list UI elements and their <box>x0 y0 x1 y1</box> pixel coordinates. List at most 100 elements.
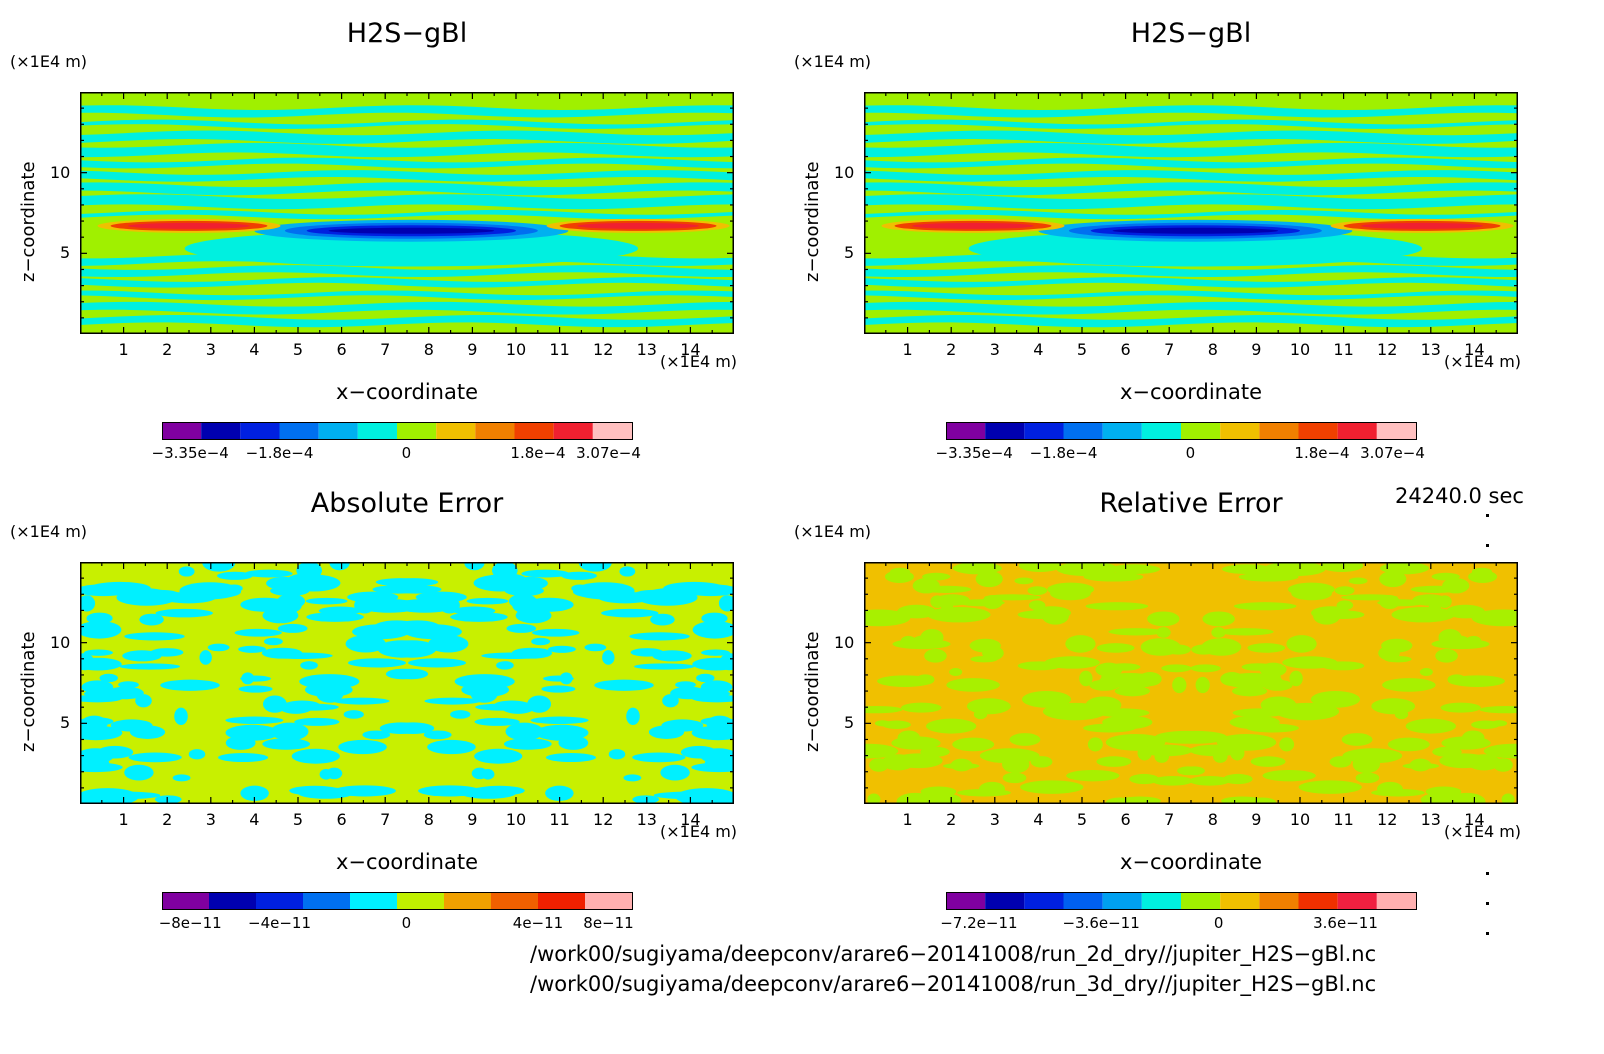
error-blob <box>1310 690 1361 708</box>
x-tick-label: 12 <box>1377 810 1398 829</box>
error-blob <box>952 737 995 752</box>
x-tick-label: 5 <box>292 340 304 359</box>
error-blob <box>118 681 139 689</box>
x-tick-label: 2 <box>946 340 957 359</box>
error-blob <box>1083 723 1136 733</box>
error-blob <box>240 785 269 801</box>
colorbar-segment <box>553 422 593 440</box>
error-blob <box>333 697 390 705</box>
error-blob <box>1164 730 1228 744</box>
error-blob <box>225 584 243 593</box>
colorbar-tick-label: 0 <box>401 914 412 932</box>
cyan-band <box>80 142 734 158</box>
x-axis-label: x−coordinate <box>335 380 479 404</box>
error-blob <box>650 613 675 626</box>
error-blob <box>503 738 552 750</box>
margin-dot <box>1486 902 1489 905</box>
error-blob <box>619 566 636 577</box>
error-blob <box>1221 796 1264 804</box>
error-blob <box>305 597 348 605</box>
plot-frame <box>80 92 734 334</box>
colorbar-segment <box>1220 422 1260 440</box>
error-blob <box>584 643 607 652</box>
error-blob <box>1387 737 1430 752</box>
error-blob <box>263 637 283 646</box>
cyan-band <box>80 209 734 220</box>
error-blob <box>704 755 734 771</box>
colorbar-segment <box>444 892 491 910</box>
error-blob <box>949 668 963 676</box>
error-blob <box>1223 773 1253 785</box>
error-blob <box>83 649 113 656</box>
error-blob <box>648 725 685 739</box>
mid-region <box>968 230 1423 267</box>
x-tick-label: 8 <box>1207 340 1218 359</box>
error-blob <box>1381 638 1413 653</box>
error-blob <box>941 598 954 617</box>
colorbar-tick-label: 0 <box>1185 444 1196 462</box>
error-blob <box>1066 769 1120 782</box>
z-unit-label: (×1E4 m) <box>794 52 872 71</box>
error-blob <box>545 753 597 763</box>
error-blob <box>574 582 635 600</box>
error-blob <box>608 749 626 760</box>
x-tick-label: 4 <box>1033 340 1044 359</box>
error-blob <box>946 678 1000 692</box>
error-blob <box>561 571 597 580</box>
pos-core <box>911 222 1035 229</box>
error-blob <box>1147 611 1180 627</box>
error-blob <box>286 573 330 589</box>
error-blob <box>1220 672 1244 687</box>
cyan-band <box>864 277 1518 288</box>
error-blob <box>1172 676 1187 694</box>
error-blob <box>1440 702 1481 713</box>
x-tick-label: 6 <box>336 340 347 359</box>
error-blob <box>1479 705 1518 714</box>
error-blob <box>179 582 240 600</box>
error-blob <box>1189 775 1231 786</box>
error-blob <box>894 753 943 769</box>
error-blob <box>1279 737 1295 752</box>
cyan-band <box>864 182 1518 196</box>
x-tick-label: 12 <box>593 340 614 359</box>
error-blob <box>531 637 551 646</box>
colorbar-segment <box>1181 892 1221 910</box>
error-blob <box>545 785 574 801</box>
colorbar-segment <box>946 422 986 440</box>
z-unit-label: (×1E4 m) <box>10 522 88 541</box>
error-blob <box>930 595 945 608</box>
cyan-band <box>864 170 1518 182</box>
colorbar-segment <box>1259 422 1299 440</box>
cyan-band <box>864 194 1518 210</box>
error-blob <box>1096 643 1135 653</box>
error-blob <box>1221 564 1273 574</box>
error-blob <box>1056 562 1119 577</box>
error-blob <box>122 650 162 662</box>
error-blob <box>1377 781 1403 796</box>
error-blob <box>909 791 962 804</box>
error-blob <box>1405 718 1456 734</box>
error-blob <box>1435 649 1458 663</box>
cyan-band <box>80 290 734 301</box>
colorbar-tick-label: −1.8e−4 <box>245 444 314 462</box>
error-blob <box>207 643 230 652</box>
colorbar-segment <box>514 422 554 440</box>
colorbar-tick-label: 1.8e−4 <box>1294 444 1350 462</box>
error-blob <box>135 694 152 708</box>
x-tick-label: 11 <box>1333 810 1354 829</box>
error-blob <box>922 572 951 581</box>
error-blob <box>348 658 406 668</box>
error-blob <box>1334 586 1355 596</box>
colorbar-frame <box>946 892 1417 910</box>
error-blob <box>80 755 110 771</box>
error-blob <box>969 638 1001 653</box>
colorbar-segment <box>397 422 437 440</box>
error-blob <box>1391 607 1456 623</box>
x-tick-label: 8 <box>1207 810 1218 829</box>
error-blob <box>634 663 695 670</box>
file-path-2d: /work00/sugiyama/deepconv/arare6−2014100… <box>530 942 1377 966</box>
error-blob <box>975 570 1003 588</box>
colorbar-frame <box>946 422 1417 440</box>
error-blob <box>1247 643 1286 653</box>
error-blob <box>1108 628 1164 636</box>
